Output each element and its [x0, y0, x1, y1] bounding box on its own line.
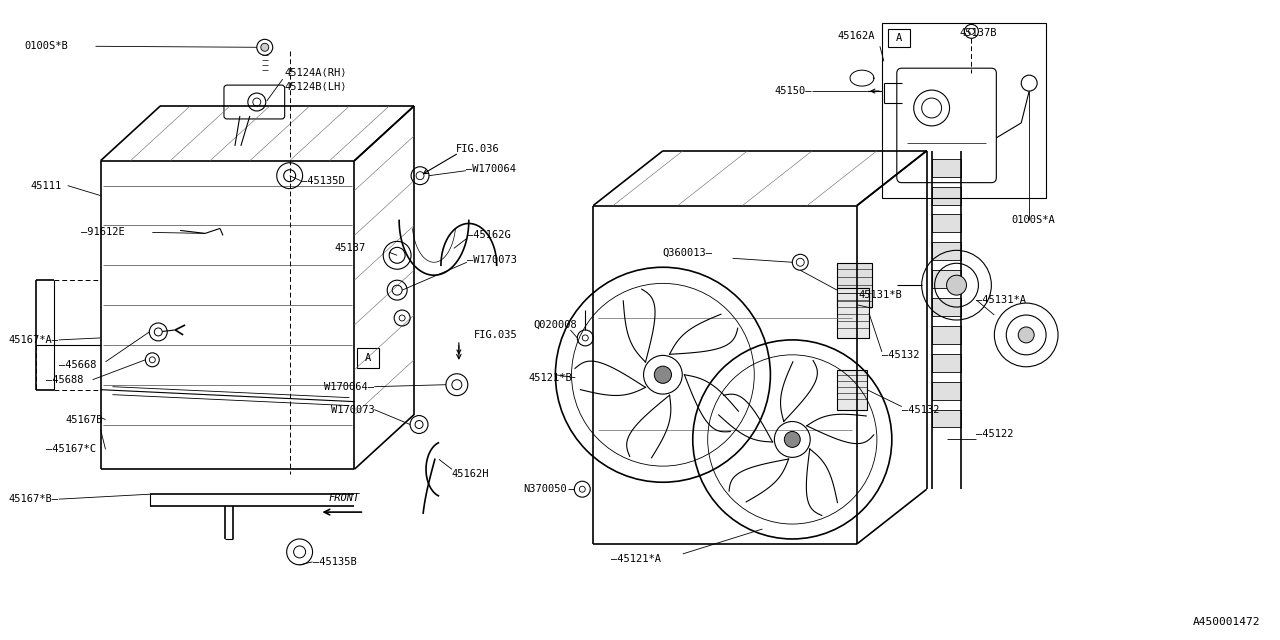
Bar: [932, 187, 961, 205]
Circle shape: [155, 328, 163, 336]
Text: A: A: [896, 33, 902, 44]
Text: —91612E: —91612E: [81, 227, 124, 237]
Bar: [932, 410, 961, 428]
Bar: [932, 214, 961, 232]
Text: 45167*B—: 45167*B—: [9, 494, 59, 504]
Bar: [932, 381, 961, 399]
Text: 45162H: 45162H: [452, 469, 489, 479]
Text: —W170073: —W170073: [467, 255, 517, 266]
Text: —W170064: —W170064: [466, 164, 516, 173]
Text: —45121*A: —45121*A: [611, 554, 662, 564]
Bar: [357, 348, 379, 368]
Text: 0100S*A: 0100S*A: [1011, 216, 1055, 225]
Bar: [932, 243, 961, 260]
Text: —45135B: —45135B: [312, 557, 356, 567]
Text: 45124B⟨LH⟩: 45124B⟨LH⟩: [284, 82, 347, 92]
Circle shape: [947, 275, 966, 295]
Text: FIG.036: FIG.036: [456, 144, 499, 154]
Bar: [932, 298, 961, 316]
Text: A: A: [365, 353, 371, 363]
Bar: [932, 159, 961, 177]
Text: FIG.035: FIG.035: [474, 330, 517, 340]
Circle shape: [654, 366, 672, 383]
Text: N370050: N370050: [524, 484, 567, 494]
Text: —45131*A: —45131*A: [977, 295, 1027, 305]
Text: FRONT: FRONT: [328, 493, 360, 503]
Bar: [932, 270, 961, 288]
Text: 45137: 45137: [334, 243, 366, 253]
Text: Q020008: Q020008: [534, 320, 577, 330]
Text: W170064—: W170064—: [324, 381, 374, 392]
Text: —45135D: —45135D: [301, 175, 344, 186]
Bar: [932, 354, 961, 372]
Text: 45167*A—: 45167*A—: [9, 335, 59, 345]
Text: —45122: —45122: [977, 429, 1014, 440]
Text: —45688: —45688: [46, 374, 83, 385]
Bar: [882, 24, 1046, 198]
Text: 45150—: 45150—: [774, 86, 813, 96]
Text: 45137B: 45137B: [960, 28, 997, 38]
Circle shape: [1018, 327, 1034, 343]
Bar: [932, 326, 961, 344]
Circle shape: [261, 44, 269, 51]
Text: —45668: —45668: [59, 360, 96, 370]
Bar: [837, 288, 869, 338]
Text: 45111: 45111: [31, 180, 63, 191]
Text: —45162G: —45162G: [467, 230, 511, 241]
Bar: [888, 29, 910, 47]
Text: 45124A⟨RH⟩: 45124A⟨RH⟩: [284, 68, 347, 78]
Text: —45132: —45132: [882, 350, 919, 360]
Text: —45132: —45132: [902, 404, 940, 415]
Text: 0100S*B: 0100S*B: [24, 42, 68, 51]
Text: 45121*B: 45121*B: [529, 372, 572, 383]
Circle shape: [785, 431, 800, 447]
Text: 45131*B: 45131*B: [858, 290, 901, 300]
Text: —45167*C: —45167*C: [46, 444, 96, 454]
Text: W170073: W170073: [330, 404, 374, 415]
Text: A450001472: A450001472: [1193, 616, 1260, 627]
Text: 45167B: 45167B: [65, 415, 104, 424]
Text: 45162A: 45162A: [837, 31, 874, 42]
Text: Q360013—: Q360013—: [663, 247, 713, 257]
Bar: [837, 263, 872, 307]
Bar: [837, 370, 867, 410]
